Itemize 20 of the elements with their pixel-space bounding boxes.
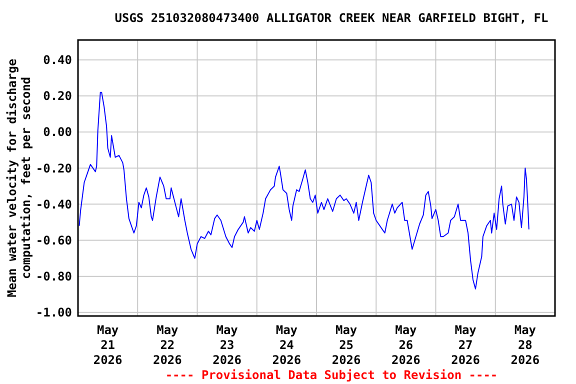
x-tick-label: May 26 2026 — [391, 323, 420, 367]
x-tick-label: May 27 2026 — [451, 323, 480, 367]
y-tick-label: -0.20 — [36, 161, 72, 176]
text: ---- Provisional Data Subject to Revision ---- — [165, 368, 498, 382]
x-tick-label: May 25 2026 — [332, 323, 361, 367]
line-series — [78, 92, 530, 290]
y-axis-title: Mean water velocity for discharge computation, feet per second — [5, 58, 33, 298]
y-tick-label: 0.20 — [43, 89, 72, 104]
y-tick-label: 0.40 — [43, 53, 72, 68]
y-tick-label: -1.00 — [36, 306, 72, 320]
x-tick-label: May 22 2026 — [152, 323, 182, 367]
y-tick-label: -0.40 — [36, 197, 72, 212]
x-tick-label: May 23 2026 — [212, 323, 242, 367]
x-tick-label: May 21 2026 — [93, 323, 122, 367]
chart-title: USGS 251032080473400 ALLIGATOR CREEK NEAR GARFIELD BIGHT, FL — [114, 11, 548, 25]
x-tick-label: May 28 2026 — [510, 323, 540, 367]
y-tick-label: 0.00 — [43, 125, 72, 140]
y-tick-label: -0.60 — [36, 233, 72, 248]
x-tick-label: May 24 2026 — [272, 323, 302, 367]
y-tick-label: -0.80 — [36, 270, 72, 284]
